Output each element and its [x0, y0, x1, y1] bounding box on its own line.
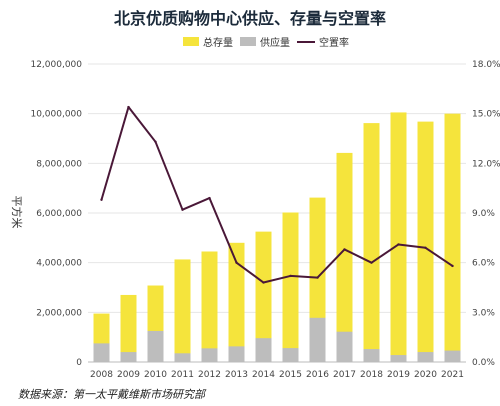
x-tick-label: 2009 — [117, 370, 140, 380]
stock-bar — [444, 113, 461, 363]
axes: 0 2,000,000 4,000,000 6,000,000 8,000,000 10,… — [30, 60, 500, 380]
vacancy-point — [100, 198, 103, 201]
stock-bar — [228, 242, 245, 362]
vacancy-point — [127, 105, 130, 109]
stock-bars — [93, 112, 461, 363]
vacancy-point — [262, 281, 265, 284]
supply-bar — [120, 352, 137, 362]
vacancy-point — [316, 276, 319, 279]
legend-label-supply: 供应量 — [260, 36, 290, 49]
stock-bar — [336, 152, 353, 362]
y-right-tick-label: 15.0% — [472, 110, 500, 120]
y-axis-label: 平方米 — [10, 196, 24, 229]
vacancy-line — [100, 106, 454, 284]
y-left-tick-label: 4,000,000 — [36, 259, 82, 269]
supply-bars — [93, 317, 461, 362]
y-right-tick-label: 6.0% — [472, 259, 495, 269]
legend-swatch-stock — [183, 37, 199, 46]
stock-bar — [120, 294, 137, 362]
supply-bar — [255, 338, 272, 362]
vacancy-point — [181, 208, 184, 211]
x-tick-label: 2020 — [414, 370, 437, 380]
x-tick-label: 2018 — [360, 370, 383, 380]
vacancy-point — [154, 140, 157, 144]
y-right-tick-label: 3.0% — [472, 308, 495, 318]
y-right-tick-label: 0.0% — [472, 358, 495, 368]
vacancy-point — [424, 246, 427, 249]
x-tick-label: 2008 — [90, 370, 113, 380]
x-tick-label: 2014 — [252, 370, 275, 380]
supply-bar — [444, 350, 461, 362]
chart-title: 北京优质购物中心供应、存量与空置率 — [114, 9, 386, 28]
stock-bar — [390, 112, 407, 362]
x-tick-label: 2012 — [198, 370, 221, 380]
stock-bar — [363, 123, 380, 362]
stock-bar — [417, 121, 434, 362]
legend-label-vacancy: 空置率 — [319, 36, 349, 49]
supply-bar — [282, 348, 299, 362]
x-tick-label: 2010 — [144, 370, 167, 380]
supply-bar — [417, 352, 434, 362]
y-left-tick-label: 8,000,000 — [36, 159, 82, 169]
y-left-tick-label: 2,000,000 — [36, 308, 82, 318]
y-right-tick-label: 9.0% — [472, 209, 495, 219]
stock-bar — [282, 212, 299, 362]
supply-bar — [309, 317, 326, 362]
y-left-tick-label: 10,000,000 — [30, 110, 82, 120]
y-left-tick-label: 6,000,000 — [36, 209, 82, 219]
y-right-tick-label: 12.0% — [472, 159, 500, 169]
x-tick-label: 2011 — [171, 370, 194, 380]
stock-bar — [201, 251, 218, 362]
y-right-tick-label: 18.0% — [472, 60, 500, 70]
x-tick-label: 2013 — [225, 370, 248, 380]
y-left-tick-label: 0 — [76, 358, 82, 368]
gridlines — [88, 63, 466, 363]
source-note: 数据来源：第一太平戴维斯市场研究部 — [18, 388, 207, 401]
x-tick-label: 2015 — [279, 370, 302, 380]
supply-bar — [174, 353, 191, 362]
x-tick-label: 2019 — [387, 370, 410, 380]
supply-bar — [93, 343, 110, 362]
x-tick-label: 2017 — [333, 370, 356, 380]
vacancy-line-group — [100, 105, 454, 284]
supply-bar — [363, 349, 380, 362]
legend: 总存量 供应量 空置率 — [183, 36, 349, 49]
vacancy-point — [289, 274, 292, 278]
legend-label-stock: 总存量 — [203, 36, 233, 49]
vacancy-point — [370, 261, 373, 264]
y-left-tick-label: 12,000,000 — [30, 60, 82, 70]
vacancy-point — [397, 243, 400, 246]
supply-bar — [147, 330, 164, 362]
stock-bar — [174, 259, 191, 362]
x-tick-label: 2016 — [306, 370, 329, 380]
vacancy-point — [343, 248, 346, 251]
supply-bar — [390, 355, 407, 362]
x-tick-label: 2021 — [441, 370, 464, 380]
supply-bar — [201, 348, 218, 362]
stock-bar — [255, 231, 272, 362]
vacancy-point — [235, 261, 238, 264]
supply-bar — [336, 331, 353, 362]
vacancy-point — [451, 264, 454, 268]
vacancy-point — [208, 196, 211, 200]
legend-swatch-supply — [240, 37, 256, 46]
supply-bar — [228, 346, 245, 362]
